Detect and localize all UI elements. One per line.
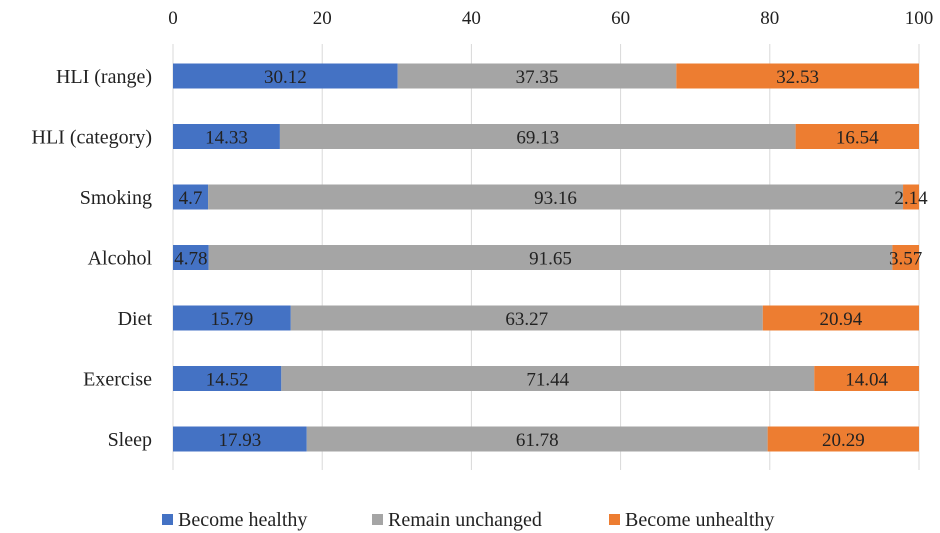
x-axis-ticks: 0 20 40 60 80 100 xyxy=(168,8,933,29)
bar-segment xyxy=(290,305,763,331)
data-label: 2.14 xyxy=(894,188,928,209)
legend-swatch xyxy=(162,514,173,525)
data-label: 71.44 xyxy=(526,370,569,391)
x-tick-label: 0 xyxy=(168,8,178,29)
category-label: HLI (category) xyxy=(32,127,153,149)
data-label: 4.7 xyxy=(179,188,203,209)
bar-segment xyxy=(767,426,919,452)
x-tick-label: 80 xyxy=(760,8,779,29)
data-label: 69.13 xyxy=(516,128,559,149)
data-label: 20.94 xyxy=(820,309,863,330)
bar-segment xyxy=(173,366,282,391)
legend-swatch xyxy=(372,514,383,525)
category-label: Sleep xyxy=(108,429,152,451)
data-label: 17.93 xyxy=(219,430,262,451)
data-label: 15.79 xyxy=(211,309,254,330)
data-label: 63.27 xyxy=(505,309,548,330)
data-label: 37.35 xyxy=(516,67,559,88)
bar-segment xyxy=(173,184,209,210)
data-label: 14.52 xyxy=(206,370,249,391)
legend-label: Become healthy xyxy=(178,509,307,531)
data-label: 14.33 xyxy=(205,128,248,149)
data-label: 93.16 xyxy=(534,188,577,209)
data-label: 32.53 xyxy=(776,67,819,88)
legend-label: Remain unchanged xyxy=(388,509,542,531)
bar-segment xyxy=(281,366,815,391)
x-tick-label: 20 xyxy=(313,8,332,29)
bar-segment xyxy=(173,63,398,89)
legend-label: Become unhealthy xyxy=(625,509,774,531)
bar-segment xyxy=(762,305,919,331)
bar-segment xyxy=(397,63,677,89)
x-tick-label: 100 xyxy=(905,8,934,29)
bar-segment xyxy=(306,426,768,452)
data-label: 61.78 xyxy=(516,430,559,451)
bar-segment xyxy=(173,245,209,270)
bars xyxy=(173,63,919,452)
x-tick-label: 40 xyxy=(462,8,481,29)
data-label: 20.29 xyxy=(822,430,865,451)
bar-segment xyxy=(814,366,919,391)
bar-segment xyxy=(173,124,280,149)
category-label: Exercise xyxy=(83,369,152,391)
data-label: 16.54 xyxy=(836,128,879,149)
data-label: 30.12 xyxy=(264,67,307,88)
data-label: 4.78 xyxy=(174,249,207,270)
category-label: HLI (range) xyxy=(56,66,152,88)
bar-segment xyxy=(795,124,919,149)
category-label: Alcohol xyxy=(88,248,153,270)
bar-segment xyxy=(279,124,796,149)
x-tick-label: 60 xyxy=(611,8,630,29)
category-label: Smoking xyxy=(80,187,152,209)
data-label: 91.65 xyxy=(529,249,572,270)
bar-segment xyxy=(173,305,291,331)
category-label: Diet xyxy=(118,308,153,330)
legend-swatch xyxy=(609,514,620,525)
bar-segment xyxy=(903,184,919,210)
bar-segment xyxy=(892,245,919,270)
bar-segment xyxy=(208,184,904,210)
bar-segment xyxy=(173,426,307,452)
y-axis-categories: HLI (range) HLI (category) Smoking Alcohol D… xyxy=(32,66,153,451)
data-label: 3.57 xyxy=(889,249,922,270)
data-label: 14.04 xyxy=(845,370,888,391)
bar-segment xyxy=(676,63,919,89)
data-labels: 30.12 37.35 32.53 14.33 69.13 16.54 4.7 93.16 2.… xyxy=(174,67,928,451)
legend: Become healthy Remain unchanged Become unh… xyxy=(162,509,774,531)
bar-segment xyxy=(208,245,893,270)
